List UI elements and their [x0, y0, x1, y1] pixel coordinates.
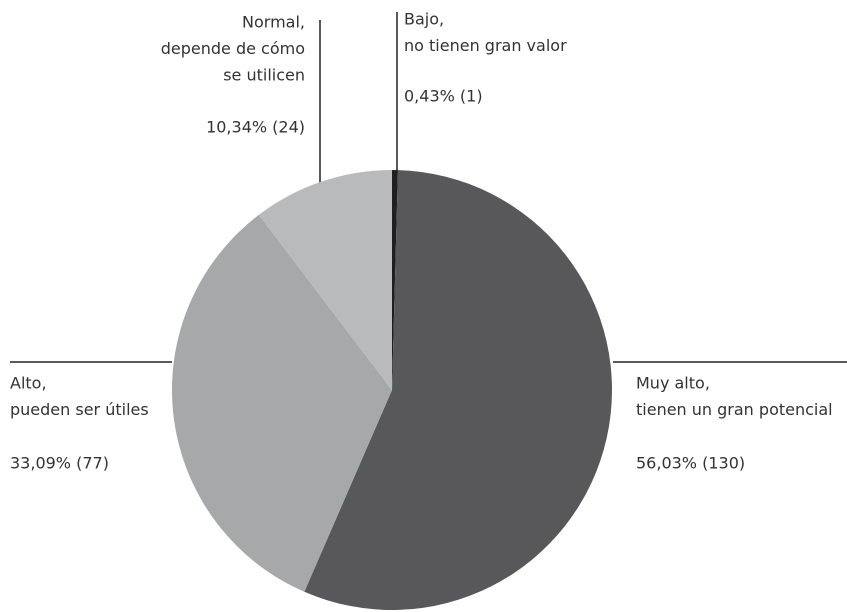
pie-slice — [304, 170, 612, 611]
slice-label: pueden ser útiles — [10, 400, 149, 419]
slice-label: Bajo, — [404, 10, 444, 29]
slice-label: Muy alto, — [636, 374, 710, 393]
value-label: 33,09% (77) — [10, 454, 109, 473]
slice-label: tienen un gran potencial — [636, 400, 833, 419]
pie-slice — [392, 170, 398, 390]
slice-label: Alto, — [10, 374, 47, 393]
value-label: 10,34% (24) — [206, 118, 305, 137]
pie-slice — [258, 170, 392, 390]
slice-label: se utilicen — [223, 66, 305, 85]
slice-label: no tienen gran valor — [404, 36, 567, 55]
value-label: 0,43% (1) — [404, 87, 483, 106]
pie-slice — [172, 214, 392, 592]
slice-label: depende de cómo — [161, 39, 305, 58]
value-label: 56,03% (130) — [636, 454, 745, 473]
slice-label: Normal, — [242, 13, 305, 32]
